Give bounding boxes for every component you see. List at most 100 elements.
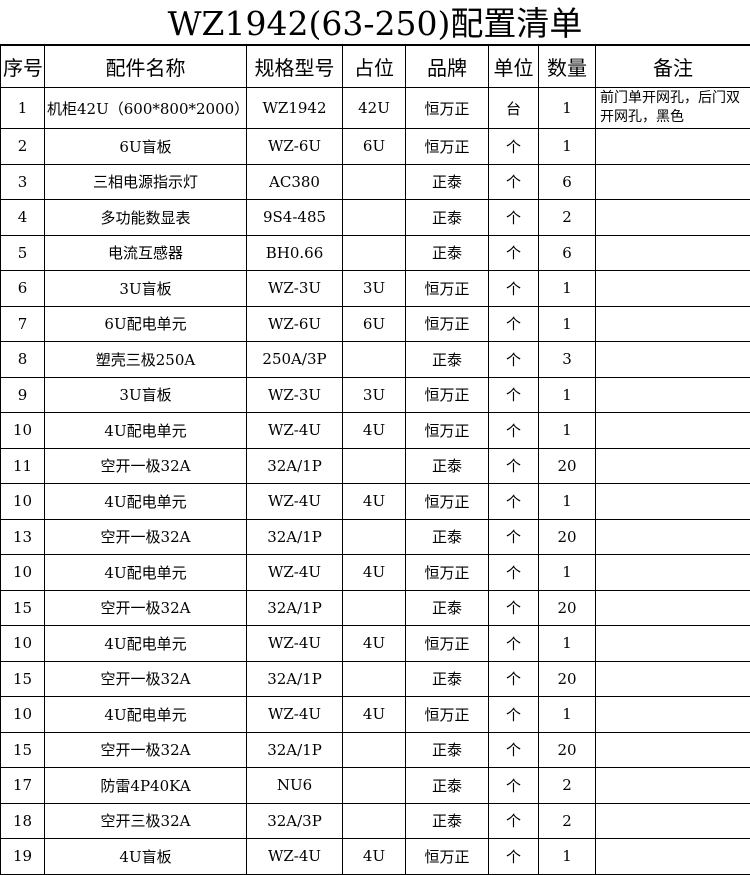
cell: 3U盲板	[45, 271, 247, 307]
cell: 个	[489, 519, 539, 555]
cell: 4U	[343, 839, 406, 875]
cell: 空开一极32A	[45, 519, 247, 555]
cell: 10	[1, 484, 45, 520]
cell: 三相电源指示灯	[45, 164, 247, 200]
cell: 正泰	[406, 519, 489, 555]
cell: 4U	[343, 697, 406, 733]
remark-cell	[596, 448, 750, 484]
cell: 恒万正	[406, 626, 489, 662]
cell: 个	[489, 235, 539, 271]
remark-cell	[596, 732, 750, 768]
cell: 20	[539, 732, 596, 768]
cell: 15	[1, 732, 45, 768]
cell: 2	[539, 200, 596, 236]
cell: 4U配电单元	[45, 484, 247, 520]
title: WZ1942(63-250)配置清单	[0, 0, 750, 45]
header-cell: 规格型号	[247, 46, 343, 88]
cell: 防雷4P40KA	[45, 768, 247, 804]
cell: 2	[539, 803, 596, 839]
cell: 个	[489, 768, 539, 804]
cell: WZ-3U	[247, 271, 343, 307]
cell: 个	[489, 306, 539, 342]
cell: 恒万正	[406, 555, 489, 591]
cell	[343, 342, 406, 378]
cell: 个	[489, 484, 539, 520]
cell: 11	[1, 448, 45, 484]
remark-cell	[596, 413, 750, 449]
remark-cell	[596, 697, 750, 733]
cell: 4U配电单元	[45, 555, 247, 591]
remark-cell	[596, 626, 750, 662]
cell: 32A/1P	[247, 590, 343, 626]
cell: 1	[539, 626, 596, 662]
cell: 正泰	[406, 661, 489, 697]
cell: 15	[1, 590, 45, 626]
cell: 20	[539, 661, 596, 697]
cell: 1	[539, 129, 596, 165]
cell: 正泰	[406, 200, 489, 236]
cell: 6	[539, 235, 596, 271]
cell: 8	[1, 342, 45, 378]
cell: 1	[1, 88, 45, 129]
header-cell: 单位	[489, 46, 539, 88]
remark-cell	[596, 555, 750, 591]
cell: 正泰	[406, 803, 489, 839]
cell: 个	[489, 271, 539, 307]
cell: 电流互感器	[45, 235, 247, 271]
cell	[343, 519, 406, 555]
cell: 1	[539, 377, 596, 413]
cell: 13	[1, 519, 45, 555]
cell: 机柜42U（600*800*2000）	[45, 88, 247, 129]
cell: WZ-4U	[247, 555, 343, 591]
cell: 空开一极32A	[45, 732, 247, 768]
cell	[343, 590, 406, 626]
cell: 空开一极32A	[45, 661, 247, 697]
cell: 4	[1, 200, 45, 236]
cell: 10	[1, 555, 45, 591]
cell: 3U	[343, 271, 406, 307]
cell: 20	[539, 519, 596, 555]
cell: WZ1942	[247, 88, 343, 129]
header-cell: 备注	[596, 46, 750, 88]
cell: 2	[539, 768, 596, 804]
remark-cell	[596, 306, 750, 342]
cell: 1	[539, 697, 596, 733]
cell: 个	[489, 413, 539, 449]
cell: 塑壳三极250A	[45, 342, 247, 378]
remark-cell: 前门单开网孔，后门双开网孔，黑色	[596, 88, 750, 129]
cell: 32A/1P	[247, 448, 343, 484]
cell: WZ-3U	[247, 377, 343, 413]
cell: 10	[1, 413, 45, 449]
remark-cell	[596, 519, 750, 555]
cell: WZ-4U	[247, 484, 343, 520]
cell: 6	[1, 271, 45, 307]
cell: 2	[1, 129, 45, 165]
cell: 恒万正	[406, 697, 489, 733]
cell	[343, 200, 406, 236]
remark-cell	[596, 839, 750, 875]
cell: 4U	[343, 555, 406, 591]
cell: 恒万正	[406, 377, 489, 413]
cell: 空开一极32A	[45, 590, 247, 626]
cell: 个	[489, 164, 539, 200]
cell: 恒万正	[406, 413, 489, 449]
cell	[343, 235, 406, 271]
cell: 3U盲板	[45, 377, 247, 413]
cell	[343, 448, 406, 484]
cell	[343, 164, 406, 200]
remark-cell	[596, 590, 750, 626]
cell	[343, 661, 406, 697]
cell: 个	[489, 803, 539, 839]
remark-cell	[596, 377, 750, 413]
